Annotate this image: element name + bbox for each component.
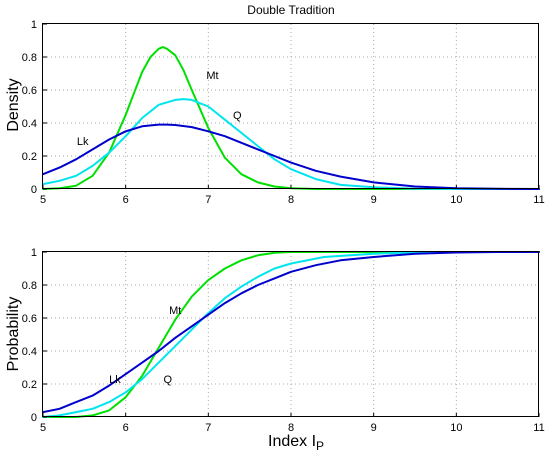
- density-x-tick-label: 5: [40, 194, 46, 206]
- probability-x-tick-label: 7: [205, 422, 211, 434]
- probability-x-tick-label: 5: [40, 422, 46, 434]
- density-y-tick-label: 0.2: [22, 151, 37, 163]
- density-y-tick-label: 0.6: [22, 85, 37, 97]
- probability-y-tick-label: 0.8: [22, 280, 37, 292]
- probability-annotation-lk: Lk: [109, 374, 121, 386]
- probability-x-tick-label: 9: [371, 422, 377, 434]
- density-ticks: 5 6 7 8 9 10 11 0 0.2 0.4 0.6 0.8 1: [22, 19, 545, 206]
- probability-x-tick-label: 11: [533, 422, 544, 434]
- probability-panel: Probability Mt Q Lk 5 6 7 8 9 10 11 0 0.2 0.4 0.6 0.8…: [5, 247, 545, 453]
- probability-annotation-mt: Mt: [169, 305, 181, 317]
- density-y-tick-label: 0.4: [22, 118, 37, 130]
- density-series: [42, 46, 540, 190]
- density-y-axis-label: Density: [5, 78, 22, 131]
- density-x-tick-label: 6: [123, 194, 129, 206]
- probability-series-lk-line: [42, 251, 540, 414]
- probability-x-tick-label: 6: [123, 422, 129, 434]
- probability-y-tick-label: 0: [31, 412, 37, 424]
- density-series-q-line: [42, 98, 540, 190]
- density-plot-frame: [42, 23, 539, 189]
- probability-series-mt-line: [42, 251, 540, 418]
- density-x-tick-label: 10: [450, 194, 462, 206]
- density-annotation-lk: Lk: [77, 136, 89, 148]
- probability-y-tick-label: 0.6: [22, 313, 37, 325]
- density-annotations: Mt Q Lk: [77, 70, 242, 148]
- x-axis-label: Index IP: [268, 433, 324, 453]
- density-series-lk-line: [42, 123, 540, 190]
- x-axis-label-subscript: P: [316, 439, 324, 453]
- chart-title: Double Tradition: [247, 3, 334, 17]
- probability-x-tick-label: 10: [450, 422, 462, 434]
- density-x-tick-label: 9: [371, 194, 377, 206]
- probability-annotation-q: Q: [164, 374, 173, 386]
- probability-plot-frame: [42, 251, 539, 417]
- probability-x-tick-label: 8: [288, 422, 294, 434]
- density-y-tick-label: 1: [31, 19, 37, 31]
- density-y-tick-label: 0: [31, 184, 37, 196]
- probability-y-tick-label: 1: [31, 247, 37, 259]
- probability-y-tick-label: 0.2: [22, 379, 37, 391]
- density-x-tick-label: 11: [533, 194, 544, 206]
- density-x-tick-label: 8: [288, 194, 294, 206]
- density-annotation-q: Q: [233, 110, 242, 122]
- probability-annotations: Mt Q Lk: [109, 305, 181, 386]
- density-series-mt-line: [42, 46, 540, 190]
- x-axis-label-main: Index I: [268, 433, 316, 450]
- density-annotation-mt: Mt: [206, 70, 218, 82]
- density-y-tick-label: 0.8: [22, 52, 37, 64]
- density-x-tick-label: 7: [205, 194, 211, 206]
- probability-grid: [43, 252, 539, 417]
- probability-y-axis-label: Probability: [5, 297, 22, 372]
- probability-ticks: 5 6 7 8 9 10 11 0 0.2 0.4 0.6 0.8 1: [22, 247, 545, 434]
- probability-y-tick-label: 0.4: [22, 346, 37, 358]
- probability-series: [42, 251, 540, 418]
- probability-series-q-line: [42, 251, 540, 418]
- density-grid: [43, 24, 539, 189]
